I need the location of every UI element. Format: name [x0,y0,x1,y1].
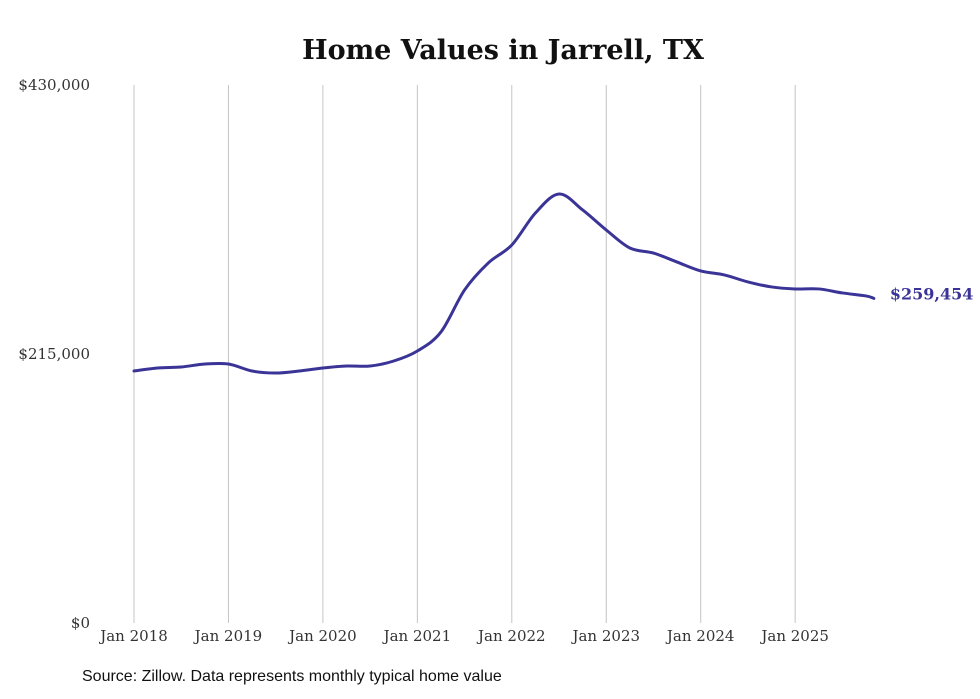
end-value-label: $259,454 [890,284,974,303]
y-tick-label: $430,000 [18,76,90,94]
x-tick-label: Jan 2018 [98,627,168,645]
x-tick-label: Jan 2025 [759,627,829,645]
series-line [132,192,876,375]
y-tick-label: $215,000 [18,345,90,363]
x-tick-label: Jan 2020 [287,627,357,645]
x-tick-label: Jan 2024 [665,627,735,645]
source-note: Source: Zillow. Data represents monthly … [82,668,502,685]
y-tick-label: $0 [71,614,90,632]
x-tick-label: Jan 2021 [382,627,452,645]
x-tick-label: Jan 2023 [570,627,640,645]
chart-title: Home Values in Jarrell, TX [302,35,704,66]
x-tick-label: Jan 2022 [476,627,546,645]
x-tick-label: Jan 2019 [193,627,263,645]
